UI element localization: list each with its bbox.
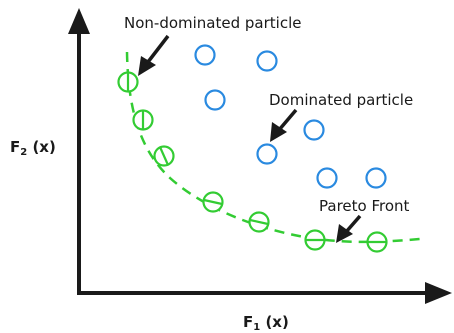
dominated-particle [316,167,338,189]
y-axis-label: F2 (x) [10,138,56,158]
dominated-particle [256,143,278,165]
dominated-arrow-shaft [277,108,298,132]
x-axis-arrowhead [425,282,452,304]
dominated-particle [194,44,216,66]
non-dominated-particle [153,145,175,167]
y-axis-arrowhead [68,8,90,34]
non-dominated-particle [117,71,139,93]
dominated-label: Dominated particle [269,91,413,109]
pareto-front-arrow-shaft [344,214,362,234]
pareto-front-arrow-head [336,224,353,243]
dominated-particle [303,119,325,141]
non-dominated-particle [202,191,224,213]
non-dominated-arrow-head [138,56,156,76]
dominated-particle [204,89,226,111]
non-dominated-particle [132,109,154,131]
dominated-particles [194,44,387,189]
axes [68,8,452,304]
dominated-particle [365,167,387,189]
non-dominated-label: Non-dominated particle [124,14,301,32]
dominated-arrow-head [270,122,287,142]
pareto-front-label: Pareto Front [319,197,410,215]
x-axis-label: F1 (x) [243,313,289,333]
non-dominated-particle [366,231,388,253]
non-dominated-particle [248,211,270,233]
dominated-particle [256,50,278,72]
non-dominated-particle [304,229,326,251]
annotation-arrows [138,34,362,243]
non-dominated-particles [117,71,388,253]
non-dominated-arrow-shaft [146,34,170,64]
